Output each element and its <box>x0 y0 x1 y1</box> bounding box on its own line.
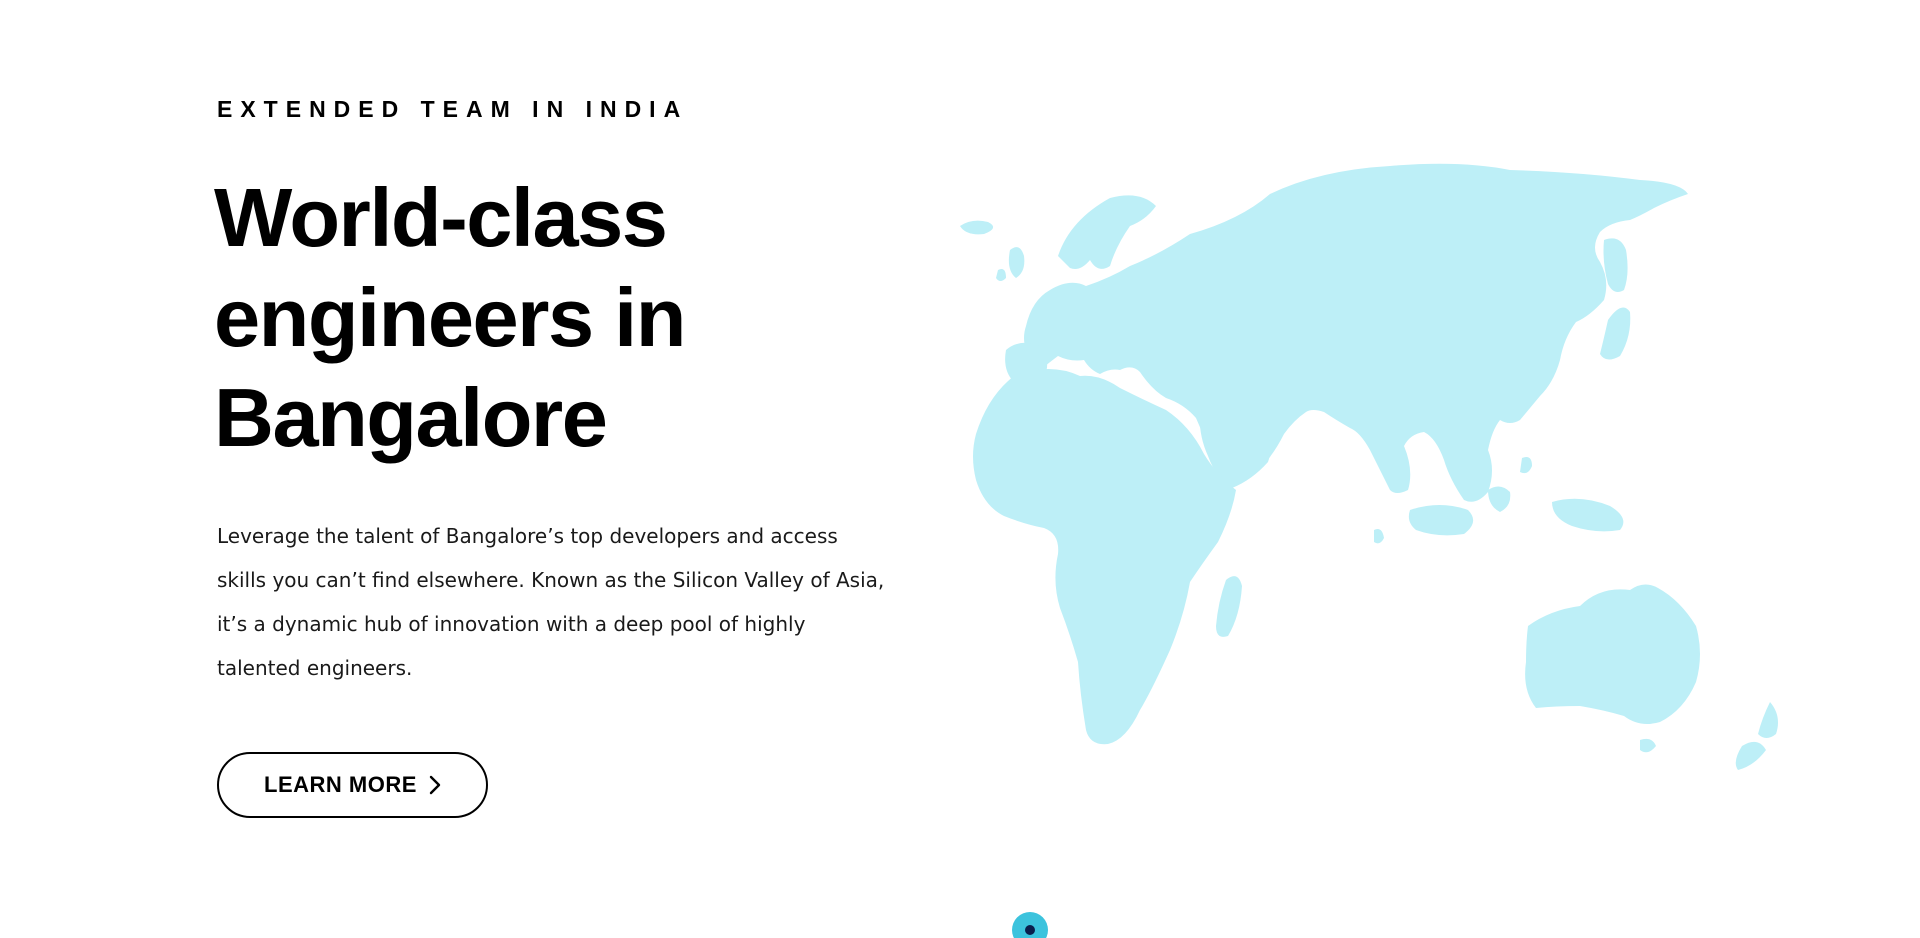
learn-more-button[interactable]: LEARN MORE <box>217 752 488 818</box>
page-title: World-class engineers in Bangalore <box>214 168 774 468</box>
chevron-right-icon <box>429 775 441 795</box>
title-line: Bangalore <box>214 371 608 464</box>
title-line: engineers in <box>214 271 686 364</box>
learn-more-label: LEARN MORE <box>264 772 417 797</box>
body-paragraph: Leverage the talent of Bangalore’s top d… <box>217 514 907 690</box>
body-line: talented engineers. <box>217 656 413 680</box>
location-pin-icon <box>1012 912 1048 938</box>
body-line: it’s a dynamic hub of innovation with a … <box>217 612 806 636</box>
world-map-graphic <box>960 163 1778 770</box>
body-line: skills you can’t find elsewhere. Known a… <box>217 568 885 592</box>
section-eyebrow: EXTENDED TEAM IN INDIA <box>217 96 689 122</box>
title-line: World-class <box>214 171 668 264</box>
world-map: Your Team Bangalore <box>940 150 1800 938</box>
landmass <box>960 163 1778 770</box>
body-line: Leverage the talent of Bangalore’s top d… <box>217 524 838 548</box>
